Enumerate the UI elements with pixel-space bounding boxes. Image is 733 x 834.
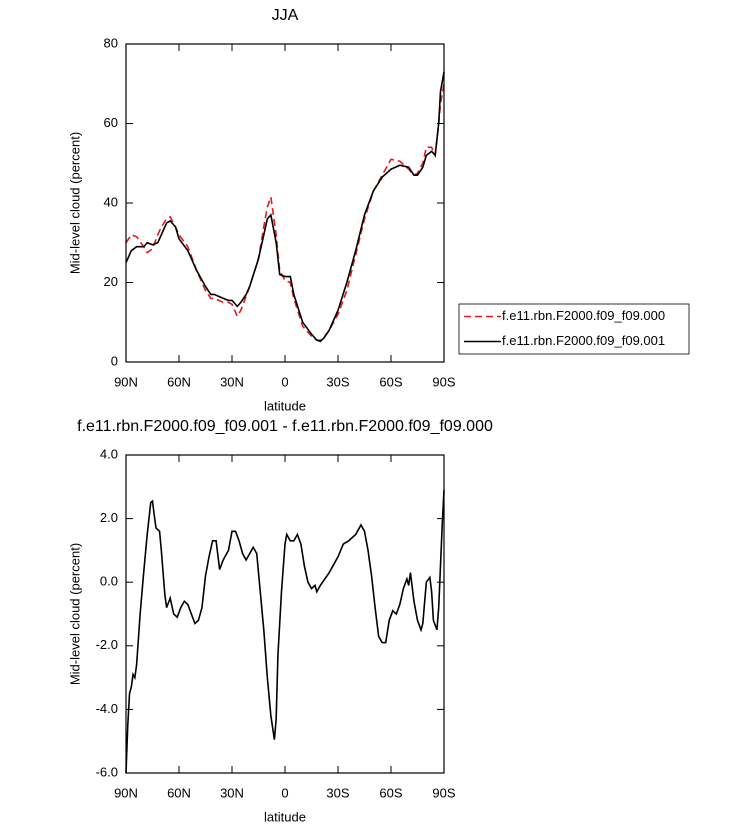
x-tick-label: 90N <box>114 374 138 389</box>
data-line <box>125 489 445 774</box>
y-tick-label: 20 <box>104 274 118 289</box>
y-tick-label: 0.0 <box>100 574 118 589</box>
y-tick-label: 0 <box>111 353 118 368</box>
x-tick-label: 90S <box>432 374 455 389</box>
x-tick-label: 30N <box>220 785 244 800</box>
chart-title: JJA <box>272 7 299 24</box>
x-tick-label: 30S <box>326 374 349 389</box>
y-tick-label: -6.0 <box>96 764 118 779</box>
data-line <box>125 83 445 341</box>
x-tick-label: 60N <box>167 785 191 800</box>
x-tick-label: 0 <box>281 374 288 389</box>
y-tick-label: 80 <box>104 35 118 50</box>
y-axis-label: Mid-level cloud (percent) <box>67 543 82 685</box>
x-tick-label: 30N <box>220 374 244 389</box>
x-axis-label: latitude <box>264 809 306 824</box>
x-tick-label: 60S <box>379 785 402 800</box>
data-line <box>125 71 445 343</box>
y-axis-label: Mid-level cloud (percent) <box>67 132 82 274</box>
plot-frame <box>125 454 445 774</box>
x-tick-label: 30S <box>326 785 349 800</box>
y-tick-label: 40 <box>104 194 118 209</box>
y-tick-label: 60 <box>104 115 118 130</box>
x-tick-label: 90N <box>114 785 138 800</box>
chart-title: f.e11.rbn.F2000.f09_f09.001 - f.e11.rbn.… <box>77 418 493 435</box>
y-tick-label: 4.0 <box>100 446 118 461</box>
x-tick-label: 60S <box>379 374 402 389</box>
x-axis-label: latitude <box>264 398 306 413</box>
x-tick-label: 0 <box>281 785 288 800</box>
legend-label: f.e11.rbn.F2000.f09_f09.000 <box>502 308 665 323</box>
y-tick-label: -2.0 <box>96 637 118 652</box>
y-tick-label: -4.0 <box>96 701 118 716</box>
plot-frame <box>125 43 445 363</box>
y-tick-label: 2.0 <box>100 510 118 525</box>
legend-box <box>458 303 690 355</box>
x-tick-label: 90S <box>432 785 455 800</box>
x-tick-label: 60N <box>167 374 191 389</box>
legend-label: f.e11.rbn.F2000.f09_f09.001 <box>502 333 665 348</box>
